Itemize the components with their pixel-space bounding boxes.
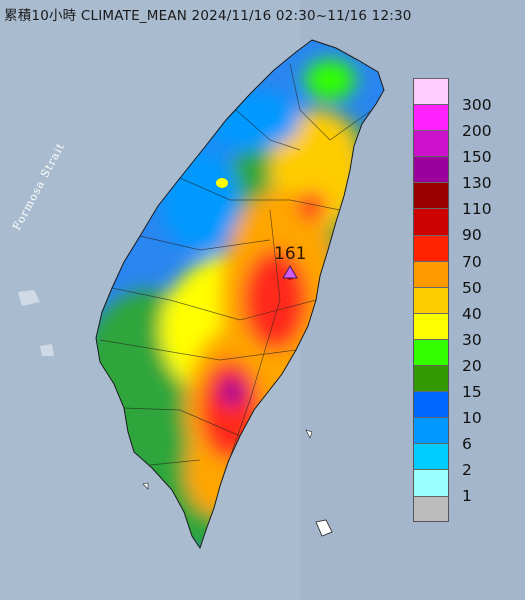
legend-label: 90 (462, 226, 482, 245)
legend-label: 15 (462, 383, 482, 402)
legend-swatch (413, 312, 449, 339)
legend-swatch (413, 391, 449, 418)
legend-swatch (413, 78, 449, 105)
legend-label: 1 (462, 487, 472, 506)
legend-swatch (413, 260, 449, 287)
legend-swatch (413, 365, 449, 392)
legend-swatch (413, 182, 449, 209)
legend-labels: 300 200 150 130 110 90 70 50 40 30 20 15 10 6 2 1 (462, 92, 492, 510)
legend-swatch (413, 469, 449, 496)
legend-swatch (413, 234, 449, 261)
legend-label: 200 (462, 122, 492, 141)
legend-swatch (413, 443, 449, 470)
legend-colorbar (413, 78, 451, 522)
legend-label: 70 (462, 252, 482, 271)
legend-swatch (413, 130, 449, 157)
legend-label: 2 (462, 461, 472, 480)
legend-swatch (413, 338, 449, 366)
map-title: 累積10小時 CLIMATE_MEAN 2024/11/16 02:30~11/… (4, 8, 412, 24)
legend-swatch (413, 208, 449, 235)
legend-swatch (413, 104, 449, 131)
legend-swatch (413, 417, 449, 444)
peak-value-label: 161 (274, 244, 307, 264)
legend-label: 300 (462, 96, 492, 114)
legend-label: 130 (462, 174, 492, 193)
legend-label: 110 (462, 200, 492, 219)
legend-label: 30 (462, 330, 482, 349)
legend-label: 20 (462, 356, 482, 375)
legend-swatch (413, 286, 449, 313)
legend-swatch (413, 495, 449, 522)
legend-swatch (413, 156, 449, 183)
peak-marker-icon (282, 265, 298, 279)
legend-label: 150 (462, 148, 492, 167)
legend-label: 6 (462, 435, 472, 454)
legend-label: 50 (462, 278, 482, 297)
legend-label: 10 (462, 409, 482, 428)
legend-label: 40 (462, 304, 482, 323)
